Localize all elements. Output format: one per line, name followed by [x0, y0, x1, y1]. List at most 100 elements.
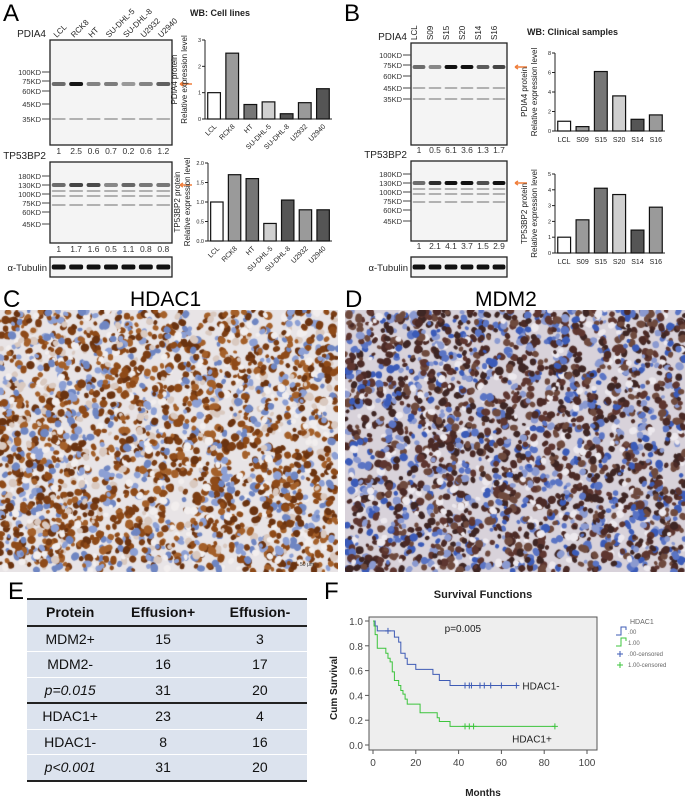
x-tick-label: 60: [496, 758, 508, 769]
protein-band: [156, 82, 171, 86]
table-cell: 31: [113, 677, 213, 704]
minor-band: [428, 98, 442, 100]
marker-label: 45KD: [383, 217, 402, 226]
minor-band: [69, 204, 84, 206]
y-tick-label: 0.6: [349, 667, 363, 678]
y-tick-label: 4: [548, 188, 551, 194]
y-axis-label: Relative expression level: [180, 35, 189, 124]
x-tick-label: 0: [370, 758, 376, 769]
lane-label: RCK8: [69, 18, 91, 40]
bar: [630, 118, 645, 132]
tubulin-band: [69, 264, 84, 270]
y-axis-label: PDIA4 protein: [520, 67, 529, 117]
panel-b-title: WB: Clinical samples: [527, 27, 618, 37]
y-tick-label: 1.0: [196, 200, 204, 206]
y-tick-label: 0.2: [349, 716, 363, 727]
p-value-annotation: p=0.005: [445, 624, 482, 635]
x-tick-label: U2940: [308, 123, 328, 143]
legend-censor-icon: [617, 662, 623, 668]
table-cell: 16: [113, 651, 213, 678]
quantification-value: 1: [417, 145, 422, 155]
protein-band: [492, 65, 506, 69]
quantification-value: 0.7: [105, 146, 117, 156]
tubulin-band: [492, 264, 506, 270]
minor-band: [412, 193, 426, 195]
minor-band: [492, 188, 506, 190]
minor-band: [51, 204, 66, 206]
protein-band: [104, 82, 118, 86]
marker-label: 100KD: [379, 188, 403, 197]
marker-label: 35KD: [22, 115, 41, 124]
minor-band: [69, 195, 84, 197]
bar: [593, 187, 608, 254]
bar: [210, 201, 224, 242]
quantification-value: 2.1: [429, 241, 441, 251]
blot-membrane: [49, 39, 173, 146]
x-tick-label: HT: [243, 123, 255, 135]
x-tick-label: LCL: [207, 245, 221, 259]
minor-band: [138, 195, 153, 197]
minor-band: [428, 87, 442, 89]
protein-band: [444, 65, 458, 69]
minor-band: [138, 204, 153, 206]
table-cell: p<0.001: [27, 754, 114, 781]
micrograph-title-mdm2: MDM2: [475, 288, 537, 311]
quantification-value: 4.1: [445, 241, 457, 251]
bar: [612, 193, 627, 254]
minor-band: [51, 118, 66, 120]
table-row: HDAC1+ 23 4: [27, 703, 307, 730]
marker-label: 100KD: [379, 51, 403, 60]
legend-title: HDAC1: [630, 619, 654, 626]
panel-label-d: D: [345, 286, 363, 313]
marker-label: 75KD: [22, 199, 41, 208]
protein-band: [492, 181, 506, 185]
x-tick-label: S20: [613, 259, 626, 266]
blot-protein-label: PDIA4: [378, 32, 407, 43]
y-tick-label: 0.0: [196, 239, 204, 245]
bar: [280, 199, 295, 242]
protein-band: [412, 181, 426, 185]
y-tick-label: 1.5: [196, 181, 204, 187]
table-row: MDM2- 16 17: [27, 651, 307, 678]
protein-band: [69, 82, 84, 86]
blot-membrane: [410, 42, 508, 146]
bar: [316, 209, 330, 242]
minor-band: [476, 87, 490, 89]
protein-band: [476, 181, 490, 185]
panel-label-e: E: [8, 578, 25, 605]
protein-band: [104, 183, 118, 187]
minor-band: [460, 87, 474, 89]
minor-band: [121, 195, 136, 197]
x-tick-label: 40: [453, 758, 465, 769]
table-cell: 4: [212, 703, 307, 730]
table-row: HDAC1- 8 16: [27, 729, 307, 755]
table-cell: 17: [212, 651, 307, 678]
bar: [315, 88, 330, 120]
x-tick-label: S16: [650, 259, 663, 266]
tubulin-band: [51, 264, 66, 270]
bar: [612, 95, 627, 132]
bar: [575, 219, 590, 254]
panel-label-b: B: [344, 0, 361, 27]
mdm2-ihc-micrograph: [345, 310, 685, 572]
minor-band: [492, 87, 506, 89]
marker-label: 180KD: [18, 172, 42, 181]
bar: [557, 236, 572, 254]
y-tick-label: 8: [548, 51, 551, 57]
loading-control-label: α-Tubulin: [369, 263, 408, 274]
marker-label: 180KD: [379, 170, 403, 179]
censor-mark: [487, 682, 494, 689]
lane-label: S20: [458, 25, 467, 40]
y-tick-label: 4: [548, 90, 551, 96]
x-tick-label: RCK8: [218, 123, 236, 141]
lane-label: LCL: [410, 25, 419, 40]
x-tick-label: U2932: [290, 123, 310, 143]
tubulin-band: [460, 264, 474, 270]
curve-label: HDAC1+: [512, 734, 552, 745]
table-cell: 8: [113, 729, 213, 755]
minor-band: [412, 201, 426, 203]
x-tick-label: 20: [410, 758, 422, 769]
target-band-arrow: [514, 180, 527, 186]
tubulin-band: [138, 264, 153, 270]
